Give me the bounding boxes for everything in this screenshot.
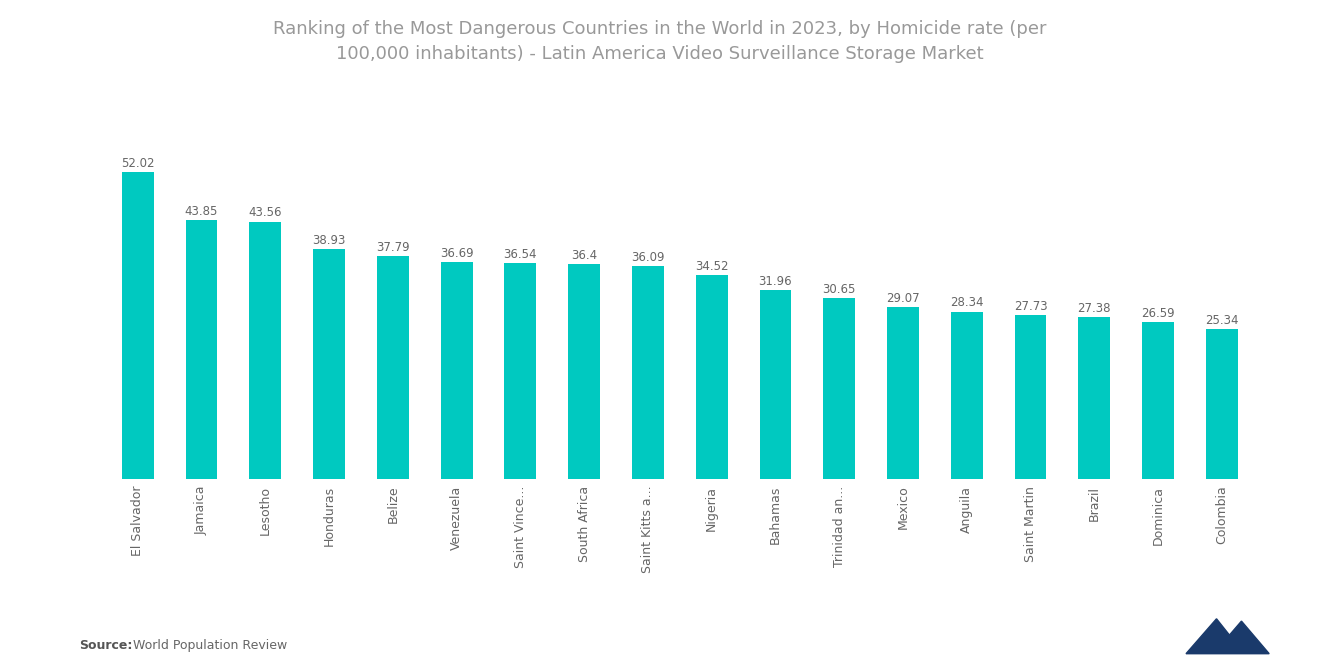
Bar — [696, 275, 727, 479]
Bar — [632, 266, 664, 479]
Text: 38.93: 38.93 — [313, 234, 346, 247]
Text: 36.69: 36.69 — [440, 247, 474, 260]
Bar — [568, 264, 601, 479]
Text: 29.07: 29.07 — [886, 292, 920, 305]
Text: 30.65: 30.65 — [822, 283, 855, 296]
Text: 36.4: 36.4 — [572, 249, 597, 262]
Bar — [378, 256, 409, 479]
Polygon shape — [1185, 618, 1270, 654]
Text: 36.54: 36.54 — [504, 248, 537, 261]
Bar — [887, 307, 919, 479]
Bar — [759, 290, 792, 479]
Bar — [1142, 322, 1173, 479]
Bar — [824, 298, 855, 479]
Text: World Population Review: World Population Review — [125, 638, 288, 652]
Text: 37.79: 37.79 — [376, 241, 409, 253]
Text: 36.09: 36.09 — [631, 251, 665, 263]
Text: 52.02: 52.02 — [121, 156, 154, 170]
Text: 43.56: 43.56 — [248, 206, 282, 219]
Bar — [121, 172, 153, 479]
Bar — [950, 312, 982, 479]
Bar — [441, 263, 473, 479]
Text: 27.73: 27.73 — [1014, 300, 1047, 313]
Text: 31.96: 31.96 — [759, 275, 792, 288]
Text: 27.38: 27.38 — [1077, 302, 1111, 315]
Text: Source:: Source: — [79, 638, 132, 652]
Bar — [186, 220, 218, 479]
Text: 43.85: 43.85 — [185, 205, 218, 217]
Text: 26.59: 26.59 — [1142, 307, 1175, 320]
Bar — [504, 263, 536, 479]
Bar — [249, 222, 281, 479]
Bar — [1206, 329, 1238, 479]
Text: 34.52: 34.52 — [694, 260, 729, 273]
Text: 28.34: 28.34 — [950, 296, 983, 309]
Text: 25.34: 25.34 — [1205, 314, 1238, 327]
Bar — [313, 249, 345, 479]
Bar — [1015, 315, 1047, 479]
Bar — [1078, 317, 1110, 479]
Text: Ranking of the Most Dangerous Countries in the World in 2023, by Homicide rate (: Ranking of the Most Dangerous Countries … — [273, 20, 1047, 63]
